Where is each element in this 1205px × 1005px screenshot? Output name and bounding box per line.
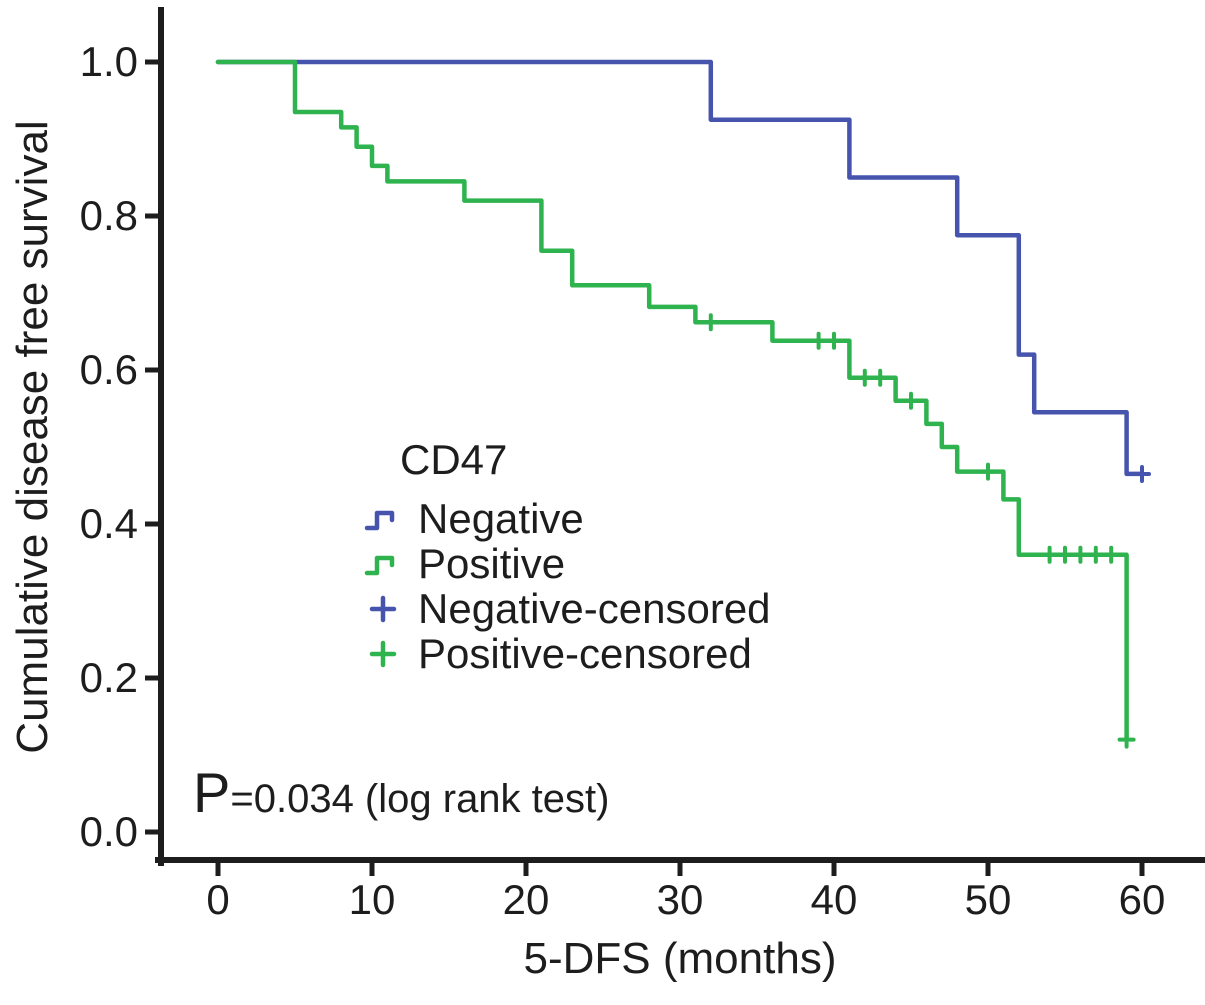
- p-value-symbol: P: [193, 761, 231, 824]
- y-tick-label: 0.8: [79, 192, 138, 239]
- y-tick-label: 0.6: [79, 346, 138, 393]
- censor-marks-negative: [1133, 464, 1151, 483]
- x-axis-title: 5-DFS (months): [523, 934, 837, 983]
- step-line-icon: [364, 555, 395, 575]
- tick-marks: [145, 59, 1145, 876]
- legend-item-label: Negative: [418, 494, 584, 542]
- p-value-annotation: P=0.034 (log rank test): [193, 760, 609, 825]
- plus-censor-icon: [369, 640, 397, 667]
- x-tick-label: 10: [348, 876, 396, 923]
- y-tick-label: 0.2: [79, 654, 138, 701]
- legend-item-negative: Negative: [362, 494, 771, 542]
- legend-item-label: Positive: [418, 539, 566, 587]
- x-tick-label: 50: [964, 876, 1012, 923]
- survival-curve-positive: [215, 59, 1129, 742]
- x-tick-label: 40: [810, 876, 858, 923]
- legend-item-positive: Positive: [362, 539, 771, 587]
- plus-censor-icon: [369, 595, 397, 622]
- x-tick-label: 60: [1118, 876, 1166, 923]
- legend: CD47 Negative Positive Negative-censored Po…: [362, 436, 771, 677]
- legend-item-negative-censored: Negative-censored: [362, 584, 771, 632]
- x-tick-label: 0: [206, 876, 230, 923]
- legend-items: Negative Positive Negative-censored Positiv…: [362, 494, 771, 677]
- y-tick-label: 0.4: [79, 500, 138, 547]
- x-tick-label: 20: [502, 876, 550, 923]
- legend-item-positive-censored: Positive-censored: [362, 629, 771, 677]
- legend-title: CD47: [400, 436, 508, 483]
- legend-item-label: Positive-censored: [418, 629, 752, 677]
- y-tick-label: 0.0: [79, 808, 138, 855]
- p-value-text: =0.034 (log rank test): [230, 777, 610, 821]
- step-line-icon: [364, 510, 395, 530]
- y-tick-label: 1.0: [79, 38, 138, 85]
- survival-curve-negative: [215, 59, 1145, 477]
- axes: [155, 7, 1205, 866]
- censor-marks-positive: [701, 313, 1136, 749]
- x-tick-label: 30: [656, 876, 704, 923]
- legend-item-label: Negative-censored: [418, 584, 771, 632]
